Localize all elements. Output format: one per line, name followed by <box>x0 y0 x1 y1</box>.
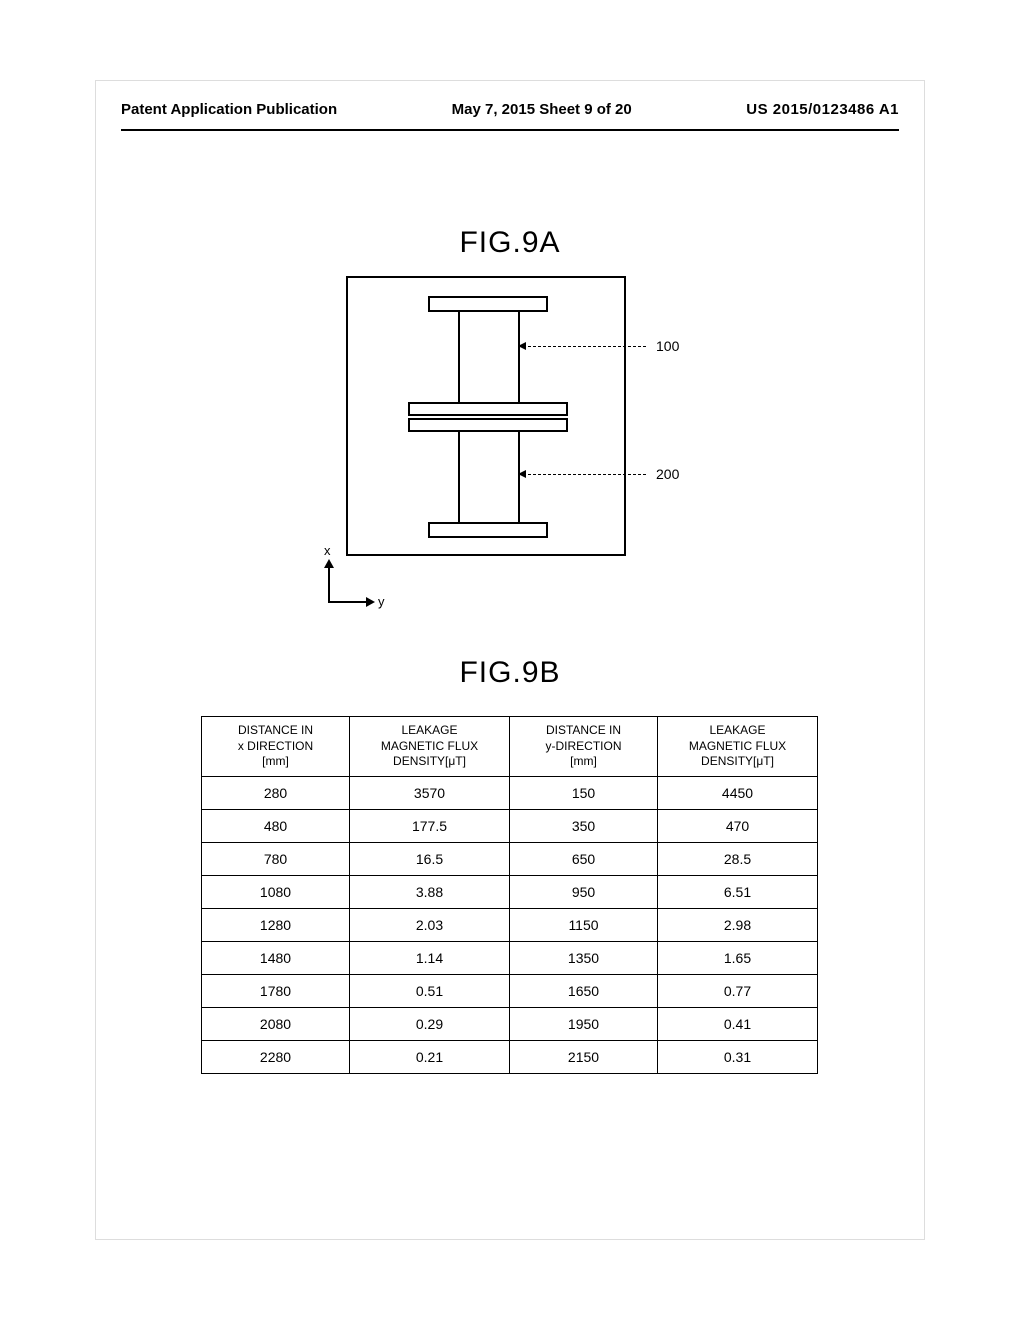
axis-x-arrow-icon <box>324 559 334 568</box>
table-cell: 1350 <box>510 941 658 974</box>
coil-bottom-plate <box>428 522 548 538</box>
table-row: 480177.5350470 <box>202 809 818 842</box>
table-cell: 1780 <box>202 974 350 1007</box>
leader-line-100 <box>518 346 646 347</box>
table-cell: 280 <box>202 776 350 809</box>
axis-y-arrow-icon <box>366 597 375 607</box>
table-row: 14801.1413501.65 <box>202 941 818 974</box>
leader-arrow-100-icon <box>518 342 526 350</box>
table-cell: 150 <box>510 776 658 809</box>
col-header-x-flux: LEAKAGEMAGNETIC FLUXDENSITY[μT] <box>350 717 510 777</box>
table-row: 10803.889506.51 <box>202 875 818 908</box>
coil-upper-right-post <box>518 312 520 402</box>
coil-middle-plate-lower <box>408 418 568 432</box>
header-left: Patent Application Publication <box>121 101 337 118</box>
col-header-y-distance: DISTANCE INy-DIRECTION[mm] <box>510 717 658 777</box>
table-row: 20800.2919500.41 <box>202 1007 818 1040</box>
table-row: 17800.5116500.77 <box>202 974 818 1007</box>
table-cell: 2.03 <box>350 908 510 941</box>
table-cell: 780 <box>202 842 350 875</box>
col-header-y-flux: LEAKAGEMAGNETIC FLUXDENSITY[μT] <box>658 717 818 777</box>
table-body: 28035701504450480177.535047078016.565028… <box>202 776 818 1073</box>
patent-page: Patent Application Publication May 7, 20… <box>95 80 925 1240</box>
label-100: 100 <box>656 338 679 354</box>
table-row: 22800.2121500.31 <box>202 1040 818 1073</box>
col-header-x-distance: DISTANCE INx DIRECTION[mm] <box>202 717 350 777</box>
page-header: Patent Application Publication May 7, 20… <box>121 101 899 118</box>
header-center: May 7, 2015 Sheet 9 of 20 <box>452 101 632 118</box>
table-cell: 0.31 <box>658 1040 818 1073</box>
axis-indicator: x y <box>316 561 386 621</box>
table-row: 28035701504450 <box>202 776 818 809</box>
table-cell: 650 <box>510 842 658 875</box>
table-cell: 480 <box>202 809 350 842</box>
table-cell: 2080 <box>202 1007 350 1040</box>
table-cell: 0.41 <box>658 1007 818 1040</box>
table-cell: 0.21 <box>350 1040 510 1073</box>
table-cell: 1.14 <box>350 941 510 974</box>
table-cell: 1480 <box>202 941 350 974</box>
table-cell: 0.77 <box>658 974 818 1007</box>
table-row: 12802.0311502.98 <box>202 908 818 941</box>
fig9b-table: DISTANCE INx DIRECTION[mm] LEAKAGEMAGNET… <box>201 716 818 1074</box>
table-cell: 470 <box>658 809 818 842</box>
table-cell: 2280 <box>202 1040 350 1073</box>
axis-x-label: x <box>324 543 331 558</box>
table-cell: 1950 <box>510 1007 658 1040</box>
coil-top-plate <box>428 296 548 312</box>
table-cell: 950 <box>510 875 658 908</box>
table-cell: 1150 <box>510 908 658 941</box>
label-200: 200 <box>656 466 679 482</box>
fig9a-title: FIG.9A <box>96 226 924 260</box>
table-cell: 16.5 <box>350 842 510 875</box>
table-cell: 28.5 <box>658 842 818 875</box>
table-cell: 1650 <box>510 974 658 1007</box>
header-right: US 2015/0123486 A1 <box>746 101 899 118</box>
fig9a-frame <box>346 276 626 556</box>
table-cell: 6.51 <box>658 875 818 908</box>
coil-upper-left-post <box>458 312 460 402</box>
table-cell: 4450 <box>658 776 818 809</box>
coil-middle-plate-upper <box>408 402 568 416</box>
axis-y-line <box>328 601 368 603</box>
table-cell: 2.98 <box>658 908 818 941</box>
table-cell: 177.5 <box>350 809 510 842</box>
header-rule <box>121 129 899 131</box>
axis-x-line <box>328 566 330 601</box>
table-cell: 1280 <box>202 908 350 941</box>
table-cell: 350 <box>510 809 658 842</box>
table-cell: 1080 <box>202 875 350 908</box>
leader-arrow-200-icon <box>518 470 526 478</box>
fig9a-diagram: 100 200 x y <box>346 276 696 586</box>
table-row: 78016.565028.5 <box>202 842 818 875</box>
axis-y-label: y <box>378 594 385 609</box>
fig9b-title: FIG.9B <box>96 656 924 690</box>
table-header-row: DISTANCE INx DIRECTION[mm] LEAKAGEMAGNET… <box>202 717 818 777</box>
table-cell: 3.88 <box>350 875 510 908</box>
table-cell: 0.51 <box>350 974 510 1007</box>
table-cell: 1.65 <box>658 941 818 974</box>
table-cell: 0.29 <box>350 1007 510 1040</box>
table-cell: 2150 <box>510 1040 658 1073</box>
leader-line-200 <box>518 474 646 475</box>
table-cell: 3570 <box>350 776 510 809</box>
coil-lower-left-post <box>458 432 460 522</box>
